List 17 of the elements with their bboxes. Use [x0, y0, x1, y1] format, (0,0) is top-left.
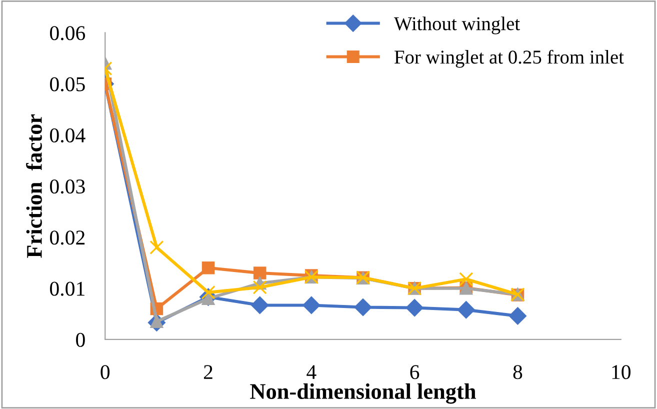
- y-axis-title: Friction factor: [26, 114, 42, 258]
- y-tick-label: 0.01: [50, 282, 84, 296]
- y-tick-label: 0.02: [50, 230, 85, 245]
- x-axis-title: Non-dimensional length: [250, 383, 476, 404]
- y-tick-label: 0.04: [50, 128, 86, 142]
- x-tick-label: 2: [204, 365, 212, 379]
- x-tick-label: 4: [306, 365, 316, 379]
- legend-label: For winglet at 0.25 from inlet: [394, 50, 624, 68]
- x-tick-label: 6: [410, 365, 420, 380]
- y-tick-label: 0.05: [50, 77, 85, 92]
- y-tick-label: 0.06: [50, 26, 86, 40]
- x-tick-label: 8: [513, 365, 522, 380]
- legend-label: Without winglet: [394, 16, 520, 34]
- y-tick-label: 0.03: [50, 179, 85, 194]
- x-tick-label: 10: [612, 365, 630, 380]
- x-tick-label: 0: [100, 365, 110, 380]
- y-tick-label: 0: [76, 332, 85, 347]
